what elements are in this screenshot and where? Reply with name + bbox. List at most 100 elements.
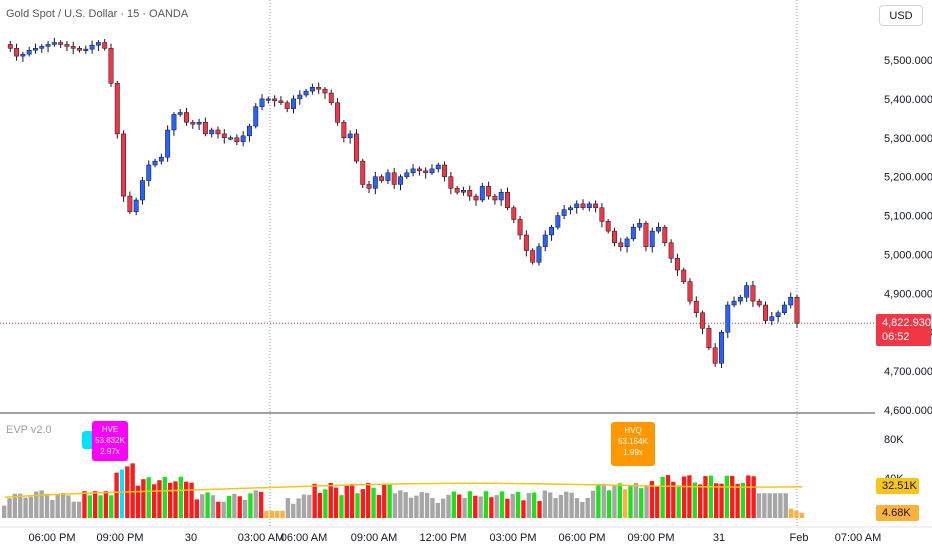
volume-bar xyxy=(531,492,537,518)
candle-body xyxy=(612,230,617,244)
candle-body xyxy=(429,168,435,174)
candle-body xyxy=(454,188,460,193)
volume-bar xyxy=(424,492,430,518)
volume-bar xyxy=(7,498,12,518)
candle-body xyxy=(744,285,750,298)
candle-body xyxy=(259,98,265,107)
volume-bar xyxy=(280,510,285,518)
volume-bar xyxy=(355,493,360,518)
candle-body xyxy=(637,223,643,228)
candle-body xyxy=(693,300,699,314)
price-tick-label: 5,100.000 xyxy=(884,211,932,223)
volume-bar xyxy=(639,488,644,518)
volume-bar xyxy=(558,495,564,518)
currency-button[interactable]: USD xyxy=(879,5,923,26)
candle-body xyxy=(108,48,114,84)
volume-bar xyxy=(312,483,317,518)
annotation-ratio: 2.97x xyxy=(100,447,120,456)
candle-body xyxy=(404,172,410,177)
time-tick-label: 09:00 PM xyxy=(627,532,674,544)
volume-bar xyxy=(237,496,242,518)
volume-bar xyxy=(430,498,435,518)
candle-body xyxy=(95,42,101,46)
candle-body xyxy=(385,172,391,181)
volume-bar xyxy=(601,483,606,518)
volume-bar xyxy=(521,500,526,518)
volume-bar xyxy=(408,497,414,518)
volume-bar xyxy=(735,484,740,518)
volume-bar xyxy=(216,501,221,518)
candle-body xyxy=(700,312,706,329)
candle-body xyxy=(14,48,20,57)
candle-body xyxy=(184,112,189,123)
candle-body xyxy=(586,203,592,209)
candle-body xyxy=(121,133,127,197)
candle-body xyxy=(140,180,145,201)
volume-bar xyxy=(60,492,66,518)
volume-bar xyxy=(740,482,746,518)
volume-bar xyxy=(489,497,494,518)
price-tick-label: 5,200.000 xyxy=(884,172,932,184)
volume-bar xyxy=(751,476,756,518)
time-tick-label: 09:00 PM xyxy=(96,532,143,544)
volume-bar xyxy=(34,491,39,518)
volume-bar xyxy=(778,493,783,518)
price-tick-label: 5,500.000 xyxy=(884,55,932,67)
volume-bar xyxy=(291,503,296,518)
candle-body xyxy=(196,121,202,125)
candle-body xyxy=(618,242,624,247)
price-tick-label: 4,700.000 xyxy=(884,366,932,378)
candle-body xyxy=(303,90,309,96)
volume-bar xyxy=(226,495,232,518)
time-tick-label: 03:00 AM xyxy=(238,532,284,544)
price-tick-label: 4,600.000 xyxy=(884,405,932,417)
annotation-label: HVE xyxy=(102,425,118,434)
volume-bar xyxy=(2,505,7,518)
volume-bar xyxy=(382,484,387,518)
candle-body xyxy=(278,100,284,104)
volume-bar xyxy=(269,510,275,518)
volume-bar xyxy=(649,481,655,518)
volume-bar xyxy=(82,491,87,518)
volume-bar xyxy=(344,484,349,518)
volume-bar xyxy=(39,490,44,518)
volume-bar xyxy=(473,495,478,518)
volume-bar xyxy=(93,491,98,518)
volume-bar xyxy=(151,484,157,518)
volume-bar xyxy=(617,483,622,518)
candle-body xyxy=(209,129,215,135)
candle-body xyxy=(221,133,227,139)
volume-bar xyxy=(499,491,505,518)
candle-body xyxy=(555,215,561,228)
candle-body xyxy=(511,207,517,220)
volume-bar xyxy=(109,495,114,518)
candle-body xyxy=(630,226,636,240)
volume-bar xyxy=(783,493,788,518)
volume-bar xyxy=(323,489,328,518)
last-price-value: 4,822.930 xyxy=(882,317,931,329)
candle-body xyxy=(561,209,567,216)
time-tick-label: 06:00 PM xyxy=(28,532,75,544)
candle-body xyxy=(202,121,208,135)
volume-bar xyxy=(756,493,762,518)
candle-body xyxy=(39,46,45,49)
volume-bar xyxy=(285,498,291,518)
candle-body xyxy=(423,170,429,174)
candle-body xyxy=(763,304,768,321)
volume-bar xyxy=(713,483,719,518)
candle-body xyxy=(410,168,416,174)
candle-body xyxy=(240,135,246,142)
candle-body xyxy=(712,347,718,364)
candle-body xyxy=(624,238,630,247)
volume-bar xyxy=(655,486,660,518)
volume-bar xyxy=(548,492,553,518)
candle-body xyxy=(83,48,89,51)
annotation-volume: 53.832K xyxy=(95,436,125,445)
time-tick-label: 31 xyxy=(713,532,725,544)
annotation-ratio: 1.99x xyxy=(623,448,643,457)
volume-bar xyxy=(162,476,167,518)
volume-bar xyxy=(264,510,269,518)
candle-body xyxy=(479,186,485,201)
